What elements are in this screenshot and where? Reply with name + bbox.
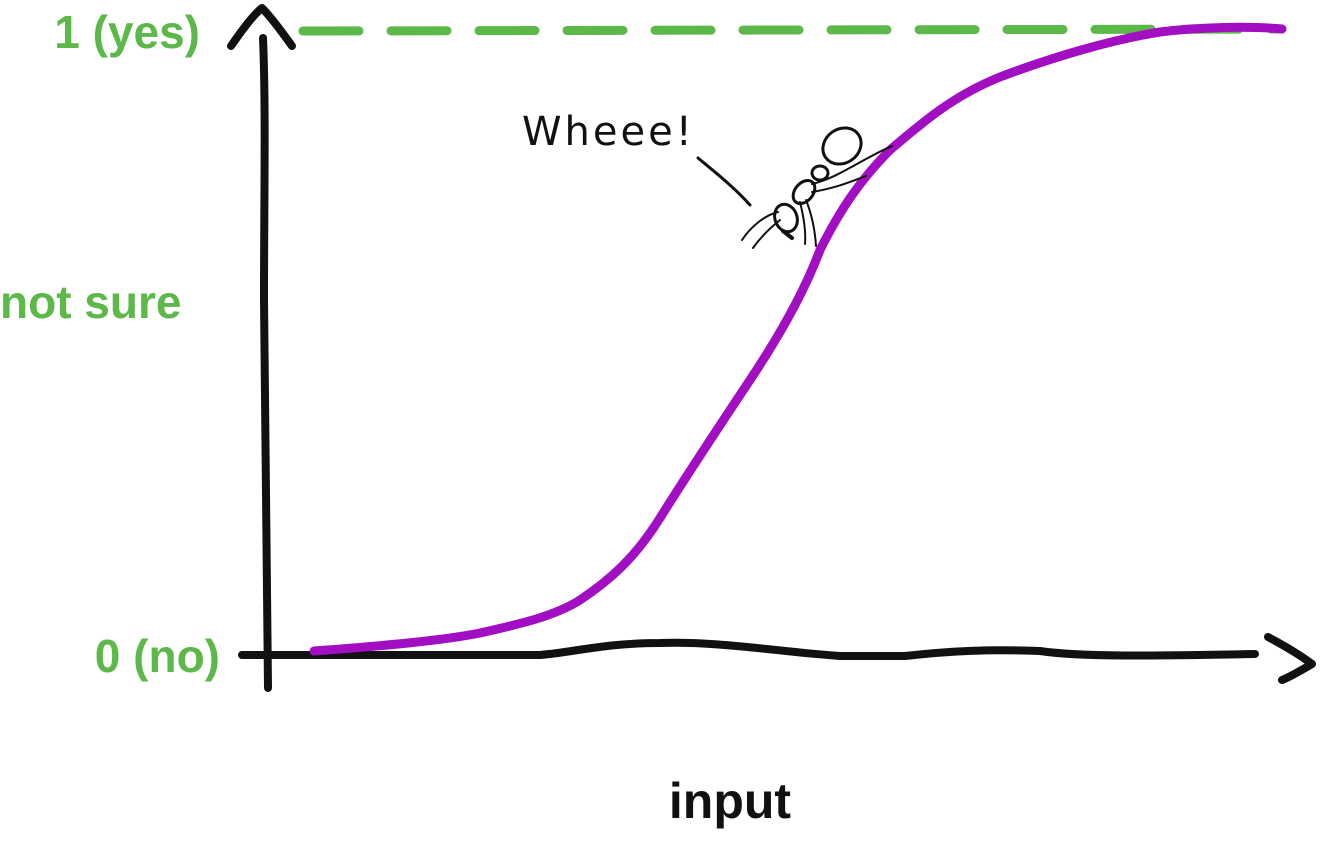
ant-abdomen: [821, 126, 863, 166]
x-axis-line: [238, 638, 1259, 660]
ant-leg-3: [805, 199, 817, 247]
y-label-bottom: 0 (no): [95, 630, 220, 682]
ant-thorax: [791, 178, 817, 206]
ant-illustration: [741, 126, 893, 249]
ant-leg-2: [811, 175, 867, 193]
ant-petiole: [810, 164, 830, 182]
y-axis-line: [259, 34, 272, 692]
x-axis-arrowhead: [1264, 633, 1316, 684]
ant-leg-4: [799, 201, 807, 245]
y-label-middle: not sure: [0, 276, 181, 328]
annotation-text: Wheee!: [522, 109, 695, 155]
ant-mandible: [781, 229, 794, 240]
sigmoid-curve: [309, 22, 1287, 656]
ant-leg-1: [811, 145, 893, 185]
y-label-top: 1 (yes): [54, 6, 200, 58]
annotation-pointer-line: [696, 156, 752, 207]
ant-head: [773, 202, 799, 234]
y-axis-arrowhead: [227, 4, 296, 50]
upper-asymptote-dashed-line: [298, 24, 1285, 36]
ant-antenna-left: [741, 211, 779, 241]
x-axis-label: input: [669, 773, 792, 829]
ant-antenna-right: [752, 219, 781, 249]
